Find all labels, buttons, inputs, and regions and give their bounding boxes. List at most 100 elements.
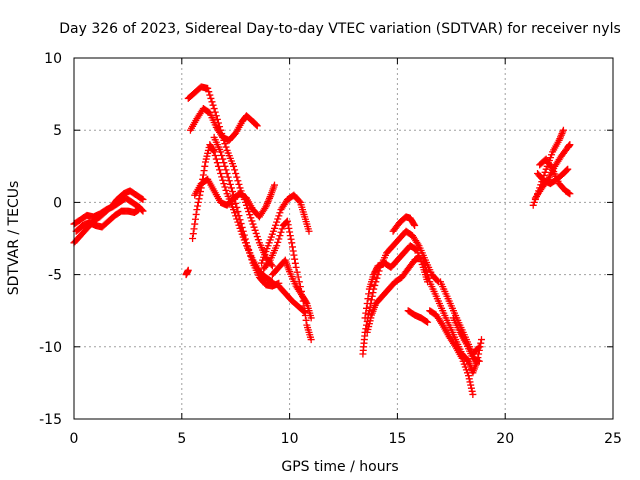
data-point <box>249 220 257 228</box>
data-point <box>273 242 281 250</box>
x-tick-label: 25 <box>604 431 622 447</box>
data-point <box>293 268 301 276</box>
data-point <box>286 228 294 236</box>
data-point <box>465 372 473 380</box>
x-tick-label: 15 <box>388 431 406 447</box>
data-point <box>219 176 227 184</box>
data-point <box>410 220 418 228</box>
data-point <box>236 216 244 224</box>
data-point <box>209 101 217 109</box>
data-point <box>199 171 207 179</box>
data-point <box>362 309 370 317</box>
data-point <box>250 223 258 231</box>
data-point <box>423 267 431 275</box>
data-point <box>210 105 218 113</box>
data-point <box>248 256 256 264</box>
x-tick-label: 20 <box>496 431 514 447</box>
data-point <box>212 155 220 163</box>
data-point <box>138 195 146 203</box>
x-tick-label: 10 <box>281 431 299 447</box>
series-arc-d3 <box>363 253 423 336</box>
data-point <box>371 281 379 289</box>
data-point <box>273 218 281 226</box>
data-point <box>214 162 222 170</box>
grid-lines <box>74 58 613 419</box>
data-point <box>362 304 370 312</box>
data-point <box>244 242 252 250</box>
data-point <box>232 170 240 178</box>
y-tick-label: 10 <box>44 51 62 67</box>
data-point <box>232 199 240 207</box>
data-point <box>265 258 273 266</box>
data-point <box>189 235 197 242</box>
data-point <box>205 88 213 96</box>
data-point <box>226 180 234 188</box>
data-point <box>219 155 227 163</box>
data-point <box>193 206 201 214</box>
data-point <box>225 177 233 185</box>
data-point <box>231 209 239 217</box>
data-point <box>373 274 381 282</box>
data-point <box>275 235 283 243</box>
data-point <box>233 203 241 211</box>
data-point <box>238 223 246 231</box>
data-point <box>230 162 238 170</box>
data-point <box>469 390 477 398</box>
data-point <box>213 115 221 123</box>
series-arc-d2 <box>361 242 432 322</box>
data-point <box>412 245 420 253</box>
data-point <box>240 231 248 239</box>
data-point <box>278 225 286 233</box>
data-point <box>207 94 215 102</box>
data-point <box>368 296 376 304</box>
data-point <box>211 151 219 159</box>
x-axis-label: GPS time / hours <box>281 459 398 475</box>
data-point <box>218 173 226 181</box>
data-point <box>246 211 254 219</box>
data-point <box>218 151 226 159</box>
series-arc-b4 <box>191 175 279 221</box>
data-point <box>300 307 308 315</box>
data-point <box>475 343 483 351</box>
data-point <box>227 184 235 192</box>
y-tick-label: -10 <box>39 340 62 356</box>
data-point <box>195 195 203 203</box>
data-point <box>291 255 299 263</box>
data-point <box>234 208 242 216</box>
data-point <box>302 316 310 324</box>
data-point <box>284 221 292 229</box>
series-arc-b6 <box>182 266 192 279</box>
data-point <box>290 251 298 259</box>
data-point <box>271 224 279 232</box>
data-point <box>283 217 291 225</box>
data-point <box>276 209 284 217</box>
data-point <box>467 381 475 389</box>
y-tick-label: 5 <box>53 123 62 139</box>
data-point <box>285 224 293 232</box>
data-point <box>234 177 242 185</box>
data-point <box>210 148 218 156</box>
data-point <box>206 91 214 99</box>
data-point <box>468 387 476 395</box>
data-point <box>305 227 313 235</box>
data-point <box>248 217 256 225</box>
data-point <box>241 235 249 243</box>
series-arc-e4 <box>449 314 483 365</box>
data-point <box>222 166 230 174</box>
data-point <box>301 308 309 316</box>
data-point <box>222 143 230 151</box>
data-point <box>245 208 253 216</box>
data-point <box>302 298 310 306</box>
y-tick-label: -15 <box>39 412 62 428</box>
data-point <box>287 235 295 243</box>
series-arc-a3 <box>72 206 143 235</box>
data-point <box>246 249 254 257</box>
data-point <box>271 181 279 189</box>
data-point <box>191 215 199 223</box>
data-point <box>277 228 285 236</box>
data-point <box>230 191 238 199</box>
data-point <box>220 159 228 167</box>
data-point <box>254 236 262 244</box>
data-point <box>425 274 433 282</box>
data-point <box>252 120 260 128</box>
